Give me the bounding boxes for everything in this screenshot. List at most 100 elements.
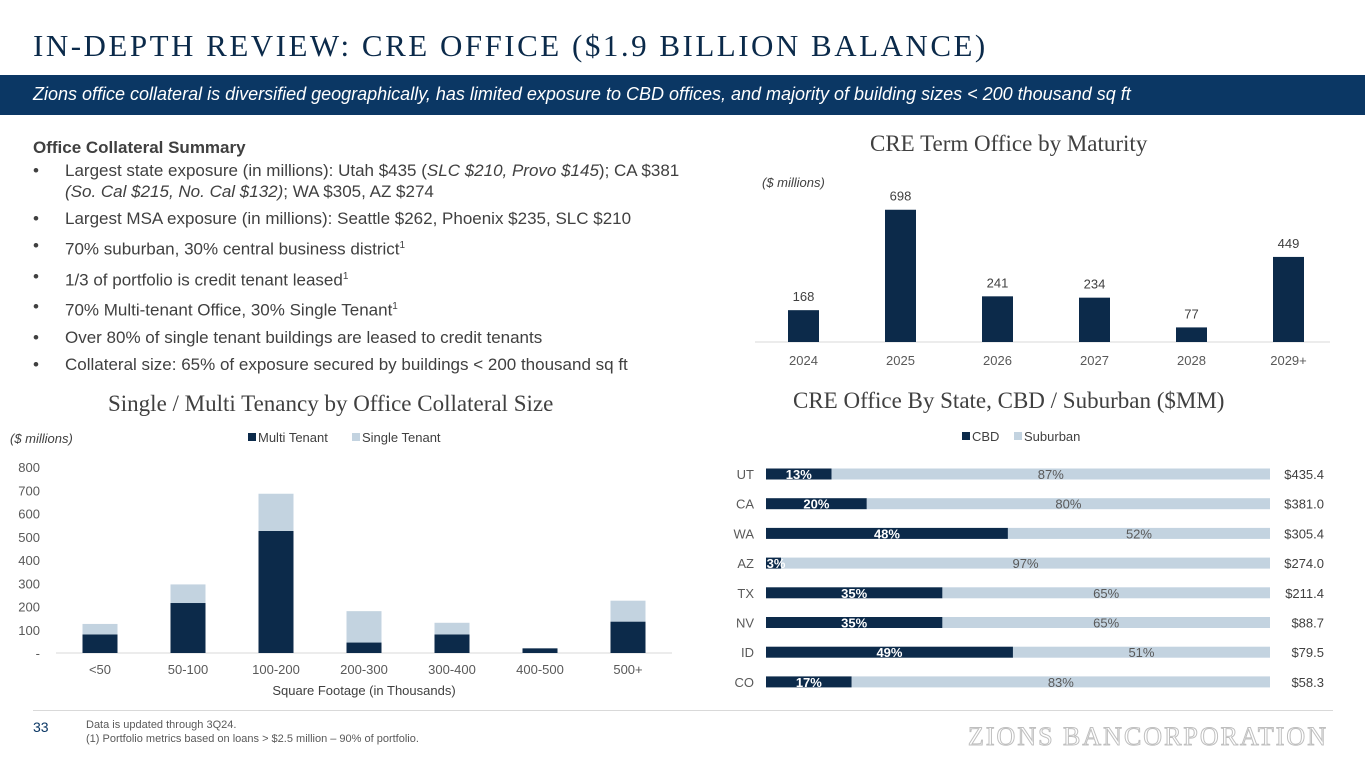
tenancy-ytick-label: 800 [18,460,40,475]
state-label-CA: CA [736,497,754,512]
tenancy-bar-multi-100-200 [258,530,294,653]
tenancy-ytick-label: 400 [18,553,40,568]
tenancy-ytick-label: 700 [18,483,40,498]
tenancy-bar-single-300-400 [434,622,470,635]
tenancy-legend-single: Single Tenant [362,430,441,445]
state-bar-suburban-ID [1012,646,1270,658]
tenancy-bar-multi-300-400 [434,634,470,653]
state-suburban-pct-label: 65% [1093,616,1119,631]
tenancy-bar-multi-400-500 [522,648,558,653]
state-label-NV: NV [736,616,754,631]
state-chart: CBD Suburban UT 13% 87% $435.4 CA 20% 80% $381.0 W… [734,429,1324,690]
maturity-chart-title: CRE Term Office by Maturity [870,131,1148,156]
state-total-label: $435.4 [1284,467,1324,482]
tenancy-xtick-label: 200-300 [340,662,388,677]
tenancy-bar-single-100-200 [258,493,294,531]
state-legend-swatch-suburban [1014,432,1022,440]
footer-divider [33,710,1333,711]
tenancy-bar-multi-500+ [610,621,646,653]
tenancy-bar-multi-200-300 [346,642,382,653]
state-bar-suburban-WA [1007,527,1270,539]
tenancy-xtick-label: 400-500 [516,662,564,677]
page-number: 33 [33,719,49,735]
summary-bullet-state: • Largest state exposure (in millions): U… [33,161,680,201]
maturity-value-label: 698 [890,189,912,204]
state-suburban-pct-label: 65% [1093,586,1119,601]
state-suburban-pct-label: 87% [1038,467,1064,482]
state-bar-cbd-CA [766,498,867,510]
state-label-UT: UT [737,467,754,482]
state-bar-suburban-TX [942,587,1270,599]
tenancy-ytick-label: 600 [18,507,40,522]
maturity-chart: ($ millions) 168 2024 698 2025 241 2026 234 2027… [755,175,1330,368]
tenancy-bar-single-200-300 [346,611,382,643]
summary-bullet-msa: • Largest MSA exposure (in millions): Sea… [33,209,632,228]
maturity-value-label: 234 [1084,277,1106,292]
state-label-TX: TX [737,586,754,601]
maturity-tick-label: 2024 [789,353,818,368]
state-bar-cbd-ID [766,646,1013,658]
state-total-label: $211.4 [1285,586,1324,601]
tenancy-xtick-label: 100-200 [252,662,300,677]
state-suburban-pct-label: 83% [1048,675,1074,690]
state-bar-suburban-UT [831,468,1270,480]
tenancy-ytick-label: 100 [18,623,40,638]
footnote: Data is updated through 3Q24. (1) Portfo… [86,718,419,746]
state-label-ID: ID [741,645,754,660]
state-label-CO: CO [735,675,755,690]
state-bar-cbd-WA [766,527,1008,539]
footnote-portfolio: (1) Portfolio metrics based on loans > $… [86,733,419,745]
state-bar-cbd-TX [766,587,943,599]
state-legend-cbd: CBD [972,429,999,444]
state-suburban-pct-label: 80% [1055,497,1081,512]
tenancy-bar-multi-<50 [82,634,118,653]
state-legend-swatch-cbd [962,432,970,440]
state-suburban-pct-label: 97% [1013,556,1039,571]
summary-bullet-credit: • 1/3 of portfolio is credit tenant lease… [33,266,349,290]
state-cbd-pct-label: 48% [874,526,900,541]
state-cbd-pct-label: 35% [841,616,867,631]
state-total-label: $305.4 [1284,526,1324,541]
tenancy-bar-single-<50 [82,623,118,635]
tenancy-unit-label: ($ millions) [10,431,73,446]
tenancy-chart: ($ millions) Multi Tenant Single Tenant - 10… [10,430,672,698]
summary-bullet-single: • Over 80% of single tenant buildings are… [33,327,543,347]
maturity-bar-2027 [1079,297,1110,342]
maturity-value-label: 241 [987,275,1009,290]
maturity-bar-2029+ [1273,256,1304,342]
state-total-label: $88.7 [1291,616,1324,631]
state-bar-suburban-NV [942,617,1270,628]
tenancy-xtick-label: 50-100 [168,662,208,677]
maturity-value-label: 77 [1184,306,1198,321]
tenancy-xtick-label: 300-400 [428,662,476,677]
tenancy-ytick-label: 200 [18,600,40,615]
tenancy-ytick-label: 300 [18,576,40,591]
maturity-value-label: 449 [1278,236,1300,251]
state-cbd-pct-label: 20% [803,497,829,512]
state-bar-suburban-CO [851,676,1270,688]
state-bar-cbd-UT [766,468,832,480]
office-collateral-summary: Office Collateral Summary • Largest state… [33,138,713,381]
state-legend-suburban: Suburban [1024,429,1080,444]
summary-bullet-tenant: • 70% Multi-tenant Office, 30% Single Ten… [33,297,398,320]
state-cbd-pct-label: 17% [796,675,822,690]
maturity-bar-2028 [1176,327,1207,342]
subtitle-text: Zions office collateral is diversified g… [33,84,1131,104]
maturity-unit-label: ($ millions) [762,175,825,190]
state-bar-cbd-AZ [766,557,782,569]
state-cbd-pct-label: 3% [767,556,786,571]
state-bar-cbd-NV [766,617,943,628]
state-suburban-pct-label: 52% [1126,526,1152,541]
page-title: IN-DEPTH REVIEW: CRE OFFICE ($1.9 BILLIO… [33,28,988,63]
summary-heading: Office Collateral Summary [33,138,246,157]
state-bar-suburban-AZ [781,557,1270,569]
maturity-tick-label: 2029+ [1270,353,1307,368]
tenancy-ytick-label: 500 [18,530,40,545]
state-suburban-pct-label: 51% [1128,645,1154,660]
maturity-tick-label: 2028 [1177,353,1206,368]
tenancy-legend-swatch-single [352,433,360,441]
maturity-value-label: 168 [793,289,815,304]
state-cbd-pct-label: 13% [786,467,812,482]
tenancy-xtick-label: <50 [89,662,111,677]
state-total-label: $381.0 [1284,497,1324,512]
